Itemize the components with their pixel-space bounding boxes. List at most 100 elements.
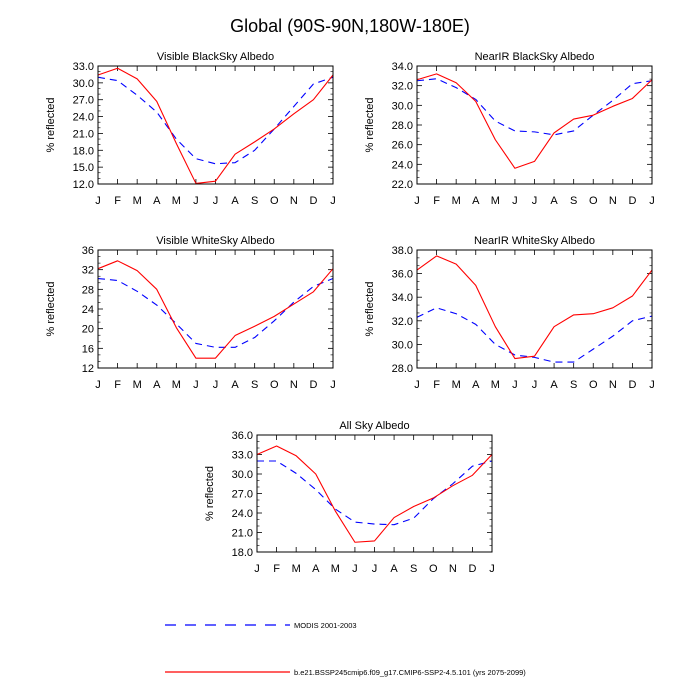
x-tick-label: J: [649, 379, 655, 391]
y-tick-label: 30.0: [392, 100, 413, 112]
y-tick-label: 18.0: [232, 547, 253, 559]
y-axis-label: % reflected: [45, 281, 57, 336]
x-tick-label: D: [628, 195, 636, 207]
y-tick-label: 18.0: [73, 145, 94, 157]
x-tick-label: D: [628, 379, 636, 391]
series-model-line: [416, 255, 653, 360]
x-tick-label: J: [532, 379, 538, 391]
x-tick-label: M: [133, 195, 142, 207]
x-tick-label: M: [331, 563, 340, 575]
x-tick-label: N: [449, 563, 457, 575]
y-tick-label: 32.0: [392, 81, 413, 93]
legend-model-label: b.e21.BSSP245cmip6.f09_g17.CMIP6-SSP2-4.…: [294, 668, 526, 677]
panel-5: All Sky Albedo % reflected 18.0 21.0 24.0 27.…: [204, 420, 495, 575]
x-tick-label: A: [153, 195, 161, 207]
x-tick-label: M: [292, 563, 301, 575]
plot-frame: [256, 434, 493, 553]
series-model-line: [256, 445, 493, 543]
x-tick-label: J: [95, 379, 101, 391]
x-tick-label: F: [433, 379, 440, 391]
y-tick-label: 12: [82, 363, 94, 375]
x-tick-label: O: [270, 195, 279, 207]
x-tick-label: J: [532, 195, 538, 207]
x-tick-label: F: [114, 195, 121, 207]
y-axis-label: % reflected: [204, 466, 216, 521]
x-tick-label: J: [352, 563, 358, 575]
x-tick-label: S: [570, 195, 577, 207]
x-tick-label: S: [570, 379, 577, 391]
x-tick-label: J: [414, 195, 420, 207]
panel-2: NearIR BlackSky Albedo % reflected 22.0 24.…: [364, 51, 655, 207]
series-model-line: [97, 67, 334, 184]
series-model-line: [97, 260, 334, 359]
y-tick-label: 27.0: [232, 489, 253, 501]
x-tick-label: S: [251, 379, 258, 391]
x-tick-label: A: [231, 195, 239, 207]
y-tick-label: 33.0: [232, 450, 253, 462]
y-tick-label: 36.0: [232, 430, 253, 442]
panel-title: NearIR BlackSky Albedo: [475, 51, 595, 63]
x-tick-label: D: [468, 563, 476, 575]
y-tick-label: 30.0: [232, 469, 253, 481]
x-tick-label: J: [213, 379, 219, 391]
y-tick-label: 36: [82, 245, 94, 257]
y-tick-label: 28.0: [392, 120, 413, 132]
x-tick-label: O: [589, 195, 598, 207]
panel-title: NearIR WhiteSky Albedo: [474, 235, 595, 247]
y-tick-label: 30.0: [73, 78, 94, 90]
x-tick-label: A: [550, 195, 558, 207]
x-tick-label: J: [193, 195, 199, 207]
x-tick-label: N: [290, 195, 298, 207]
x-tick-label: M: [133, 379, 142, 391]
x-tick-label: A: [390, 563, 398, 575]
panel-3: Visible WhiteSky Albedo % reflected 12 16 20…: [45, 235, 336, 391]
x-tick-label: F: [273, 563, 280, 575]
legend-modis-label: MODIS 2001-2003: [294, 621, 357, 630]
y-tick-label: 24: [82, 304, 94, 316]
x-tick-label: M: [491, 195, 500, 207]
y-tick-label: 28: [82, 284, 94, 296]
y-tick-label: 33.0: [73, 61, 94, 73]
x-tick-label: D: [309, 379, 317, 391]
y-axis-label: % reflected: [364, 281, 376, 336]
x-tick-label: J: [330, 379, 336, 391]
x-tick-label: N: [290, 379, 298, 391]
x-tick-label: J: [330, 195, 336, 207]
y-tick-label: 32.0: [392, 316, 413, 328]
y-tick-label: 20: [82, 324, 94, 336]
y-tick-label: 21.0: [232, 528, 253, 540]
x-tick-label: A: [472, 379, 480, 391]
plot-frame: [97, 65, 334, 185]
x-tick-label: M: [452, 379, 461, 391]
plot-frame: [416, 249, 653, 369]
x-tick-label: D: [309, 195, 317, 207]
x-tick-label: J: [254, 563, 260, 575]
x-tick-label: M: [491, 379, 500, 391]
x-tick-label: F: [114, 379, 121, 391]
x-tick-label: J: [512, 379, 518, 391]
x-tick-label: O: [429, 563, 438, 575]
y-tick-label: 38.0: [392, 245, 413, 257]
y-tick-label: 32: [82, 265, 94, 277]
series-model-line: [416, 73, 653, 169]
y-tick-label: 27.0: [73, 95, 94, 107]
y-tick-label: 24.0: [73, 112, 94, 124]
x-tick-label: A: [550, 379, 558, 391]
x-tick-label: O: [270, 379, 279, 391]
y-tick-label: 34.0: [392, 61, 413, 73]
x-tick-label: N: [609, 195, 617, 207]
x-tick-label: M: [172, 379, 181, 391]
y-tick-label: 28.0: [392, 363, 413, 375]
x-tick-label: N: [609, 379, 617, 391]
series-modis-line: [97, 76, 334, 165]
x-tick-label: M: [172, 195, 181, 207]
x-tick-label: A: [231, 379, 239, 391]
y-tick-label: 22.0: [392, 179, 413, 191]
panel-4: NearIR WhiteSky Albedo % reflected 28.0 30.…: [364, 235, 655, 391]
x-tick-label: S: [251, 195, 258, 207]
x-tick-label: J: [414, 379, 420, 391]
x-tick-label: J: [193, 379, 199, 391]
x-tick-label: J: [489, 563, 495, 575]
panel-title: Visible WhiteSky Albedo: [156, 235, 274, 247]
